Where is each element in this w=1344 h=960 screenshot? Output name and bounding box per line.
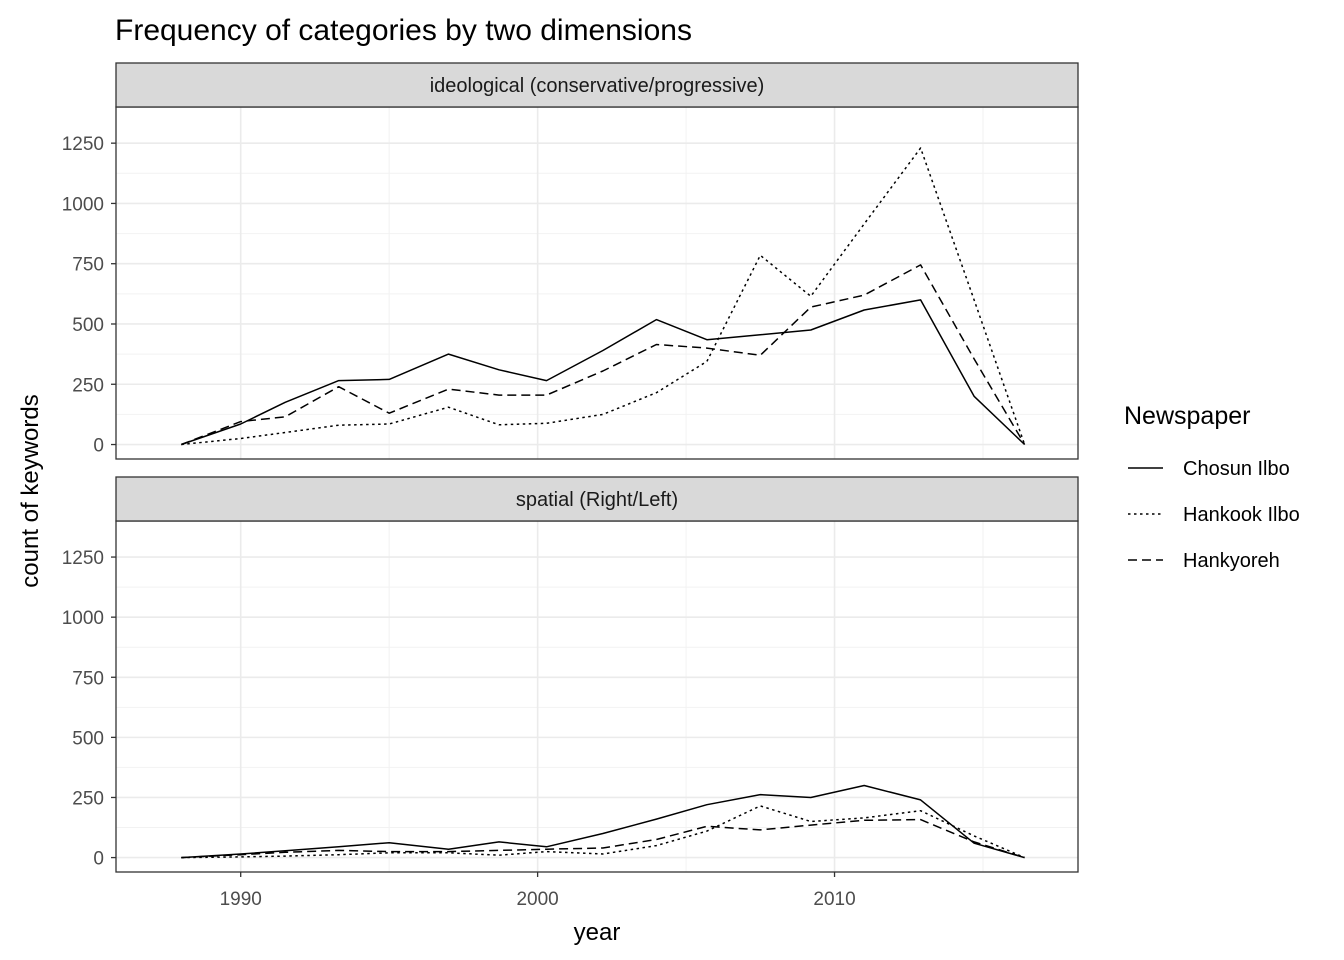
- x-tick-label: 1990: [220, 889, 262, 910]
- y-tick-label: 0: [93, 849, 104, 870]
- legend-label: Hankyoreh: [1183, 550, 1280, 572]
- facet-panels: ideological (conservative/progressive) 0 2…: [62, 62, 1079, 873]
- x-tick-label: 2010: [813, 889, 855, 910]
- legend: Newspaper Chosun Ilbo Hankook Ilbo Hankyor…: [1124, 402, 1300, 572]
- legend-label: Chosun Ilbo: [1183, 458, 1290, 480]
- facet-strip: [115, 476, 1079, 522]
- facet-strip-label: ideological (conservative/progressive): [430, 75, 765, 97]
- facet-strip: [115, 62, 1079, 108]
- y-tick-label: 250: [72, 375, 104, 396]
- y-tick-label: 750: [72, 668, 104, 689]
- series-line-hankyoreh: [181, 818, 1025, 859]
- y-tick-label: 1000: [62, 608, 104, 629]
- series-line-chosun-ilbo: [181, 784, 1025, 859]
- series-line-hankook-ilbo: [181, 805, 1025, 859]
- y-tick-label: 500: [72, 315, 104, 336]
- series-line-chosun-ilbo: [181, 299, 1026, 446]
- facet-strip-label: spatial (Right/Left): [516, 489, 678, 511]
- y-tick-label: 1250: [62, 134, 104, 155]
- panel-background: [116, 521, 1078, 872]
- y-tick-label: 0: [93, 436, 104, 457]
- facet-panel-1: ideological (conservative/progressive) 0 2…: [62, 62, 1079, 460]
- series-line-hankyoreh: [181, 264, 1026, 446]
- facet-panel-2: spatial (Right/Left) 0 250 500 750 1000 1250: [62, 476, 1079, 873]
- x-axis: 1990 2000 2010: [220, 872, 856, 910]
- x-axis-title: year: [574, 919, 621, 946]
- y-tick-label: 250: [72, 788, 104, 809]
- y-tick-label: 1250: [62, 548, 104, 569]
- y-tick-label: 500: [72, 728, 104, 749]
- legend-title: Newspaper: [1124, 402, 1250, 430]
- y-axis-title: count of keywords: [17, 394, 44, 587]
- x-tick-label: 2000: [516, 889, 558, 910]
- y-tick-label: 750: [72, 255, 104, 276]
- y-tick-label: 1000: [62, 194, 104, 215]
- legend-entries: Chosun Ilbo Hankook Ilbo Hankyoreh: [1128, 458, 1300, 572]
- panel-background: [116, 107, 1078, 459]
- legend-label: Hankook Ilbo: [1183, 504, 1300, 526]
- chart-title: Frequency of categories by two dimension…: [115, 14, 692, 47]
